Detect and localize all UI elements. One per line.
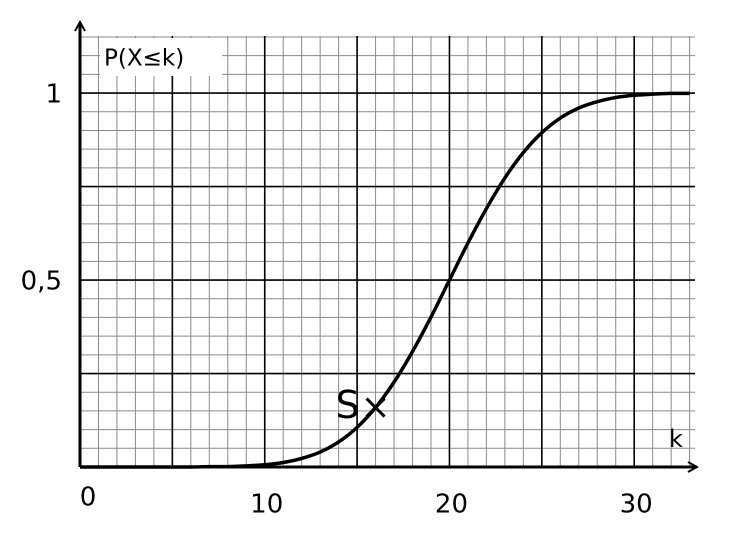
x-tick-label: 20: [435, 490, 468, 520]
x-tick-label: 30: [620, 490, 653, 520]
y-tick-label: 1: [45, 80, 62, 110]
cdf-line: [79, 91, 690, 469]
y-label-box: [100, 38, 222, 76]
grid: [80, 36, 695, 467]
x-axis-label: k: [669, 425, 683, 453]
x-tick-label: 0: [80, 483, 97, 513]
point-cross: [365, 397, 386, 418]
y-tick-label: 0,5: [21, 267, 62, 297]
foreground: 0 10 20 30 0,5 1 P(X≤k) k S: [21, 22, 697, 520]
x-tick-label: 10: [250, 490, 283, 520]
point-label: S: [335, 383, 359, 427]
y-axis-label: P(X≤k): [104, 46, 184, 72]
